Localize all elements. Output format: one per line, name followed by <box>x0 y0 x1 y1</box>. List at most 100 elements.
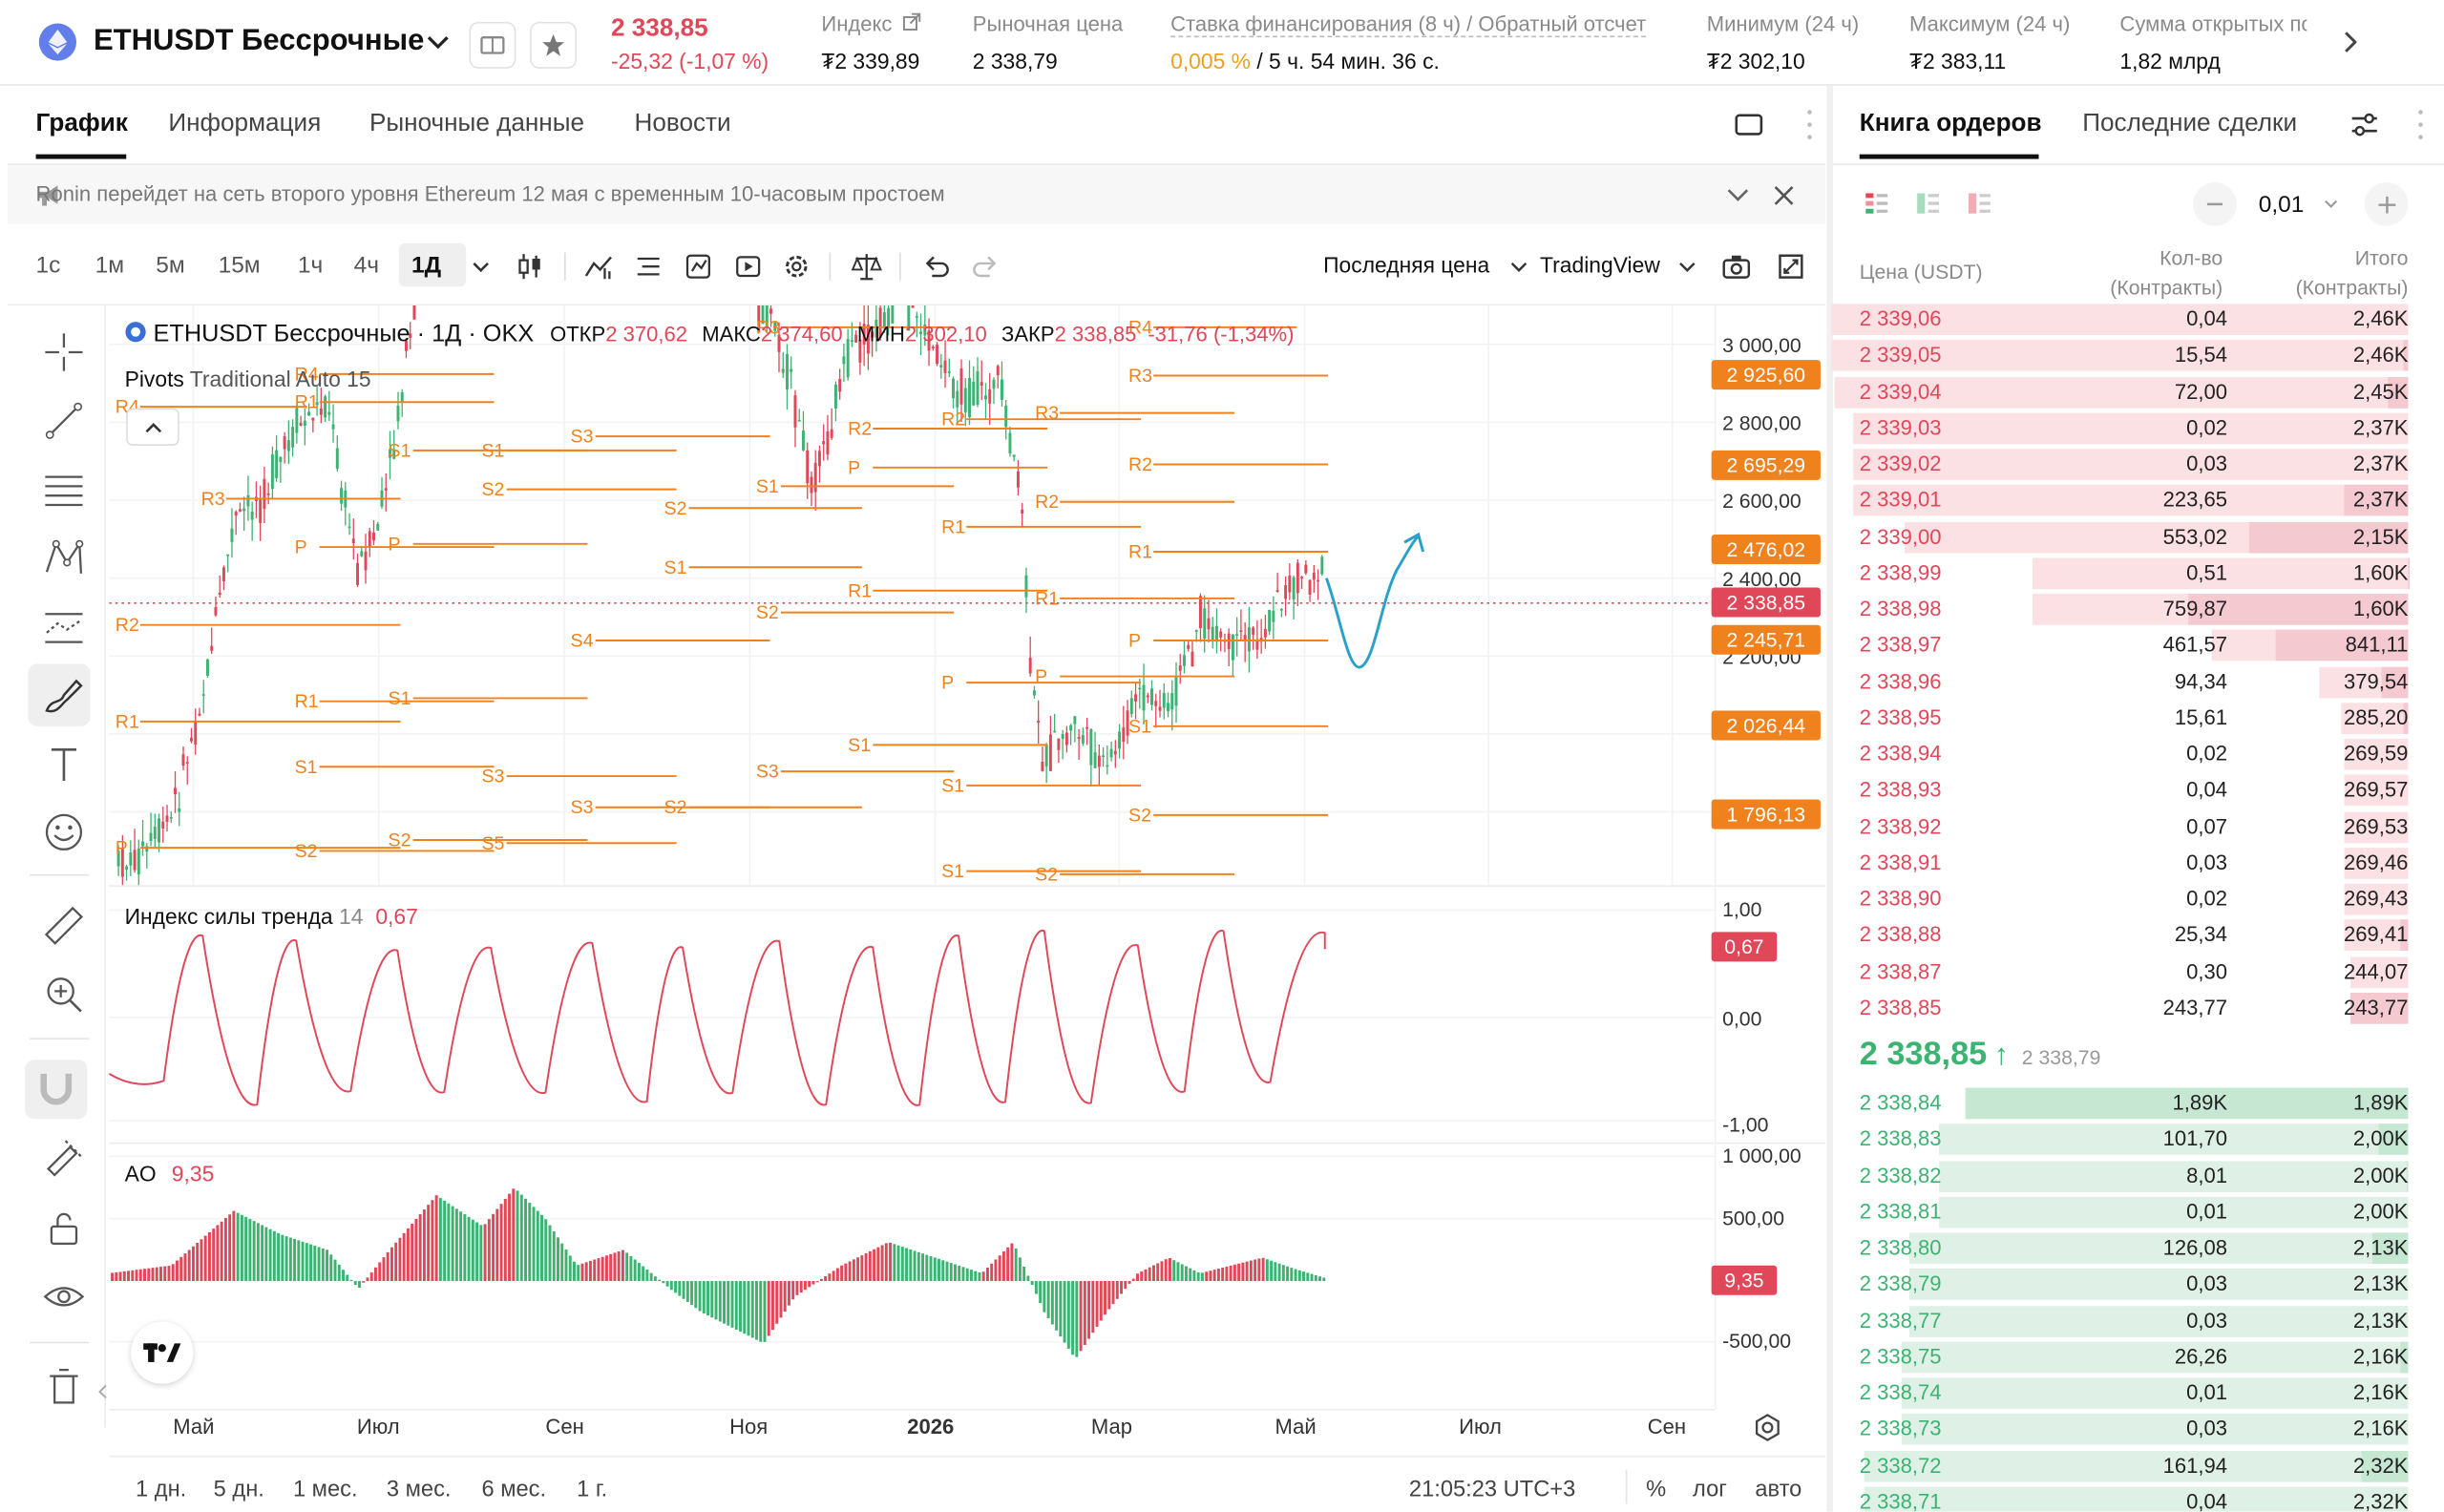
draw-mode-icon[interactable] <box>39 1131 89 1181</box>
symbol-title[interactable]: ETHUSDT Бессрочные <box>94 25 424 59</box>
view-asks-icon[interactable] <box>1964 190 1995 218</box>
chevron-down-icon[interactable] <box>463 249 497 284</box>
interval-1s[interactable]: 1с <box>36 252 61 279</box>
expand-icon[interactable] <box>1774 249 1808 284</box>
interval-4h[interactable]: 4ч <box>354 252 379 279</box>
indicators-icon[interactable] <box>581 249 616 284</box>
filter-settings-icon[interactable] <box>2348 108 2382 142</box>
ruler-icon[interactable] <box>39 901 89 951</box>
tick-size-select[interactable]: 0,01 <box>2259 192 2305 219</box>
chevron-down-icon[interactable] <box>1670 249 1704 284</box>
price-source-select[interactable]: Последняя цена <box>1323 252 1489 277</box>
range-1d[interactable]: 1 дн. <box>136 1478 186 1502</box>
axis-settings-gear-icon[interactable] <box>1752 1412 1783 1443</box>
star-icon[interactable] <box>530 22 577 69</box>
tab-info[interactable]: Информация <box>168 111 321 138</box>
trash-icon[interactable] <box>39 1362 89 1412</box>
range-3m[interactable]: 3 мес. <box>387 1478 452 1502</box>
drag-handle-icon[interactable] <box>2416 108 2426 142</box>
chevron-down-icon[interactable] <box>2321 195 2340 214</box>
pane-separator[interactable] <box>109 1143 1825 1144</box>
collapse-legend-button[interactable] <box>126 409 179 446</box>
interval-1h[interactable]: 1ч <box>298 252 323 279</box>
unlock-icon[interactable] <box>39 1203 89 1252</box>
drag-handle-icon[interactable] <box>1805 108 1815 142</box>
tab-chart[interactable]: График <box>36 111 128 138</box>
chart-engine-select[interactable]: TradingView <box>1540 252 1660 277</box>
percent-toggle[interactable]: % <box>1646 1478 1666 1502</box>
minus-icon[interactable] <box>2193 182 2237 226</box>
fib-lines-icon[interactable] <box>39 465 89 514</box>
view-both-icon[interactable] <box>1861 190 1892 218</box>
tab-orderbook[interactable]: Книга ордеров <box>1860 111 2042 138</box>
interval-5m[interactable]: 5м <box>156 252 184 279</box>
camera-icon[interactable] <box>1719 249 1754 284</box>
interval-1m[interactable]: 1м <box>95 252 124 279</box>
candles-icon[interactable] <box>513 249 547 284</box>
chevron-right-icon[interactable] <box>2338 28 2363 55</box>
funding-label[interactable]: Ставка финансирования (8 ч) / Обратный о… <box>1170 12 1646 37</box>
log-toggle[interactable]: лог <box>1693 1478 1727 1502</box>
prediction-icon[interactable] <box>39 601 89 651</box>
tsi-legend[interactable]: Индекс силы тренда 14 0,67 <box>125 904 418 929</box>
range-6m[interactable]: 6 мес. <box>481 1478 546 1502</box>
close-icon[interactable] <box>1769 180 1797 208</box>
brush-icon[interactable] <box>39 670 89 720</box>
price-chart[interactable]: R4R3R2R1PR4R1PR1S1S2S1PS1S2S1S2S3S5S3S4S… <box>109 305 1715 885</box>
settings-gear-icon[interactable] <box>779 249 813 284</box>
range-1m[interactable]: 1 мес. <box>293 1478 358 1502</box>
collapse-toolbar-icon[interactable] <box>96 1381 109 1403</box>
scales-icon[interactable] <box>850 249 884 284</box>
range-1y[interactable]: 1 г. <box>577 1478 607 1502</box>
chevron-down-icon[interactable] <box>1724 182 1752 207</box>
pane-separator[interactable] <box>109 885 1825 887</box>
alert-icon[interactable] <box>681 249 715 284</box>
plus-icon[interactable] <box>2365 182 2409 226</box>
tradingview-logo-icon[interactable] <box>131 1321 193 1383</box>
tab-market-data[interactable]: Рыночные данные <box>369 111 584 138</box>
announcement-text[interactable]: Ronin перейдет на сеть второго уровня Et… <box>36 182 945 205</box>
tab-news[interactable]: Новости <box>634 111 730 138</box>
emoji-icon[interactable] <box>39 808 89 857</box>
view-bids-icon[interactable] <box>1912 190 1944 218</box>
ao-chart[interactable] <box>109 1144 1715 1409</box>
text-tool-icon[interactable] <box>39 739 89 788</box>
replay-icon[interactable] <box>731 249 766 284</box>
chart-title[interactable]: ETHUSDT Бессрочные · 1Д · OKX <box>154 321 535 347</box>
range-5d[interactable]: 5 дн. <box>214 1478 264 1502</box>
eye-icon[interactable] <box>39 1271 89 1321</box>
pattern-icon[interactable] <box>39 533 89 582</box>
interval-15m[interactable]: 15м <box>219 252 261 279</box>
crosshair-icon[interactable] <box>39 327 89 377</box>
clock[interactable]: 21:05:23 UTC+3 <box>1409 1478 1575 1502</box>
fullscreen-panel-icon[interactable] <box>1732 109 1766 140</box>
